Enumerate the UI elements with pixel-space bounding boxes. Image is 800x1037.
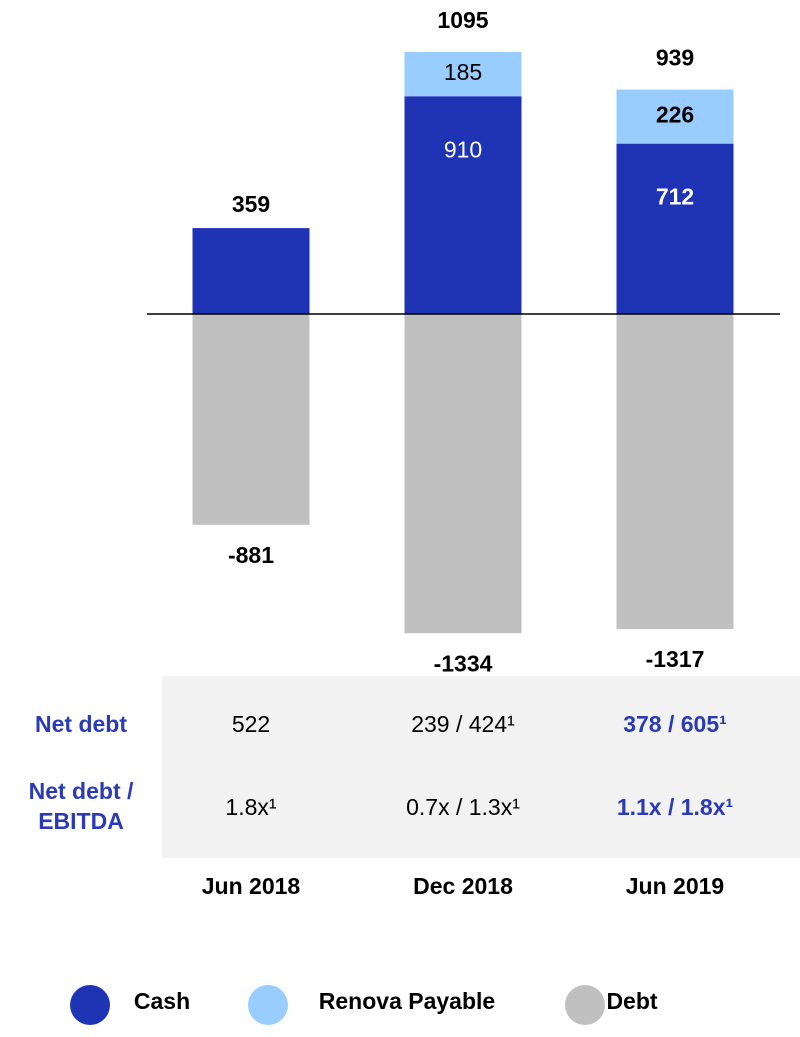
- row-label: Net debt: [35, 711, 127, 737]
- legend-swatch: [70, 985, 110, 1025]
- bar-segment: [616, 143, 734, 314]
- legend-swatch: [565, 985, 605, 1025]
- data-label: 359: [232, 191, 270, 217]
- table-cell: 0.7x / 1.3x¹: [406, 794, 520, 820]
- table-cell: 378 / 605¹: [623, 711, 727, 737]
- legend-label: Renova Payable: [319, 988, 495, 1014]
- data-label: -881: [228, 542, 274, 568]
- x-tick-label: Dec 2018: [413, 873, 513, 899]
- bar-segment: [404, 52, 522, 97]
- bar-segment: [616, 89, 734, 144]
- bar-segment: [192, 228, 310, 314]
- data-label: 712: [656, 184, 694, 210]
- legend-label: Cash: [134, 988, 190, 1014]
- bar-segment: [404, 96, 522, 315]
- row-label: Net debt / EBITDA: [28, 778, 134, 834]
- bar-segment: [404, 314, 522, 634]
- data-label: 226: [656, 102, 694, 128]
- legend-label: Debt: [606, 988, 657, 1014]
- legend-swatch: [248, 985, 288, 1025]
- bar-segment: [616, 314, 734, 630]
- table-cell: 1.8x¹: [225, 794, 277, 820]
- data-label: 910: [444, 136, 482, 162]
- data-label: -1317: [646, 646, 705, 672]
- table-cell: 239 / 424¹: [411, 711, 515, 737]
- data-label: 185: [444, 59, 482, 85]
- table-cell: 522: [231, 711, 271, 737]
- x-tick-label: Jun 2018: [202, 873, 301, 899]
- data-label: -1334: [434, 650, 493, 676]
- table-background: [162, 676, 800, 858]
- x-tick-label: Jun 2019: [626, 873, 724, 899]
- total-label: 1095: [437, 7, 488, 33]
- total-label: 939: [656, 45, 694, 71]
- table-cell: 1.1x / 1.8x¹: [616, 794, 734, 820]
- bar-segment: [192, 314, 310, 525]
